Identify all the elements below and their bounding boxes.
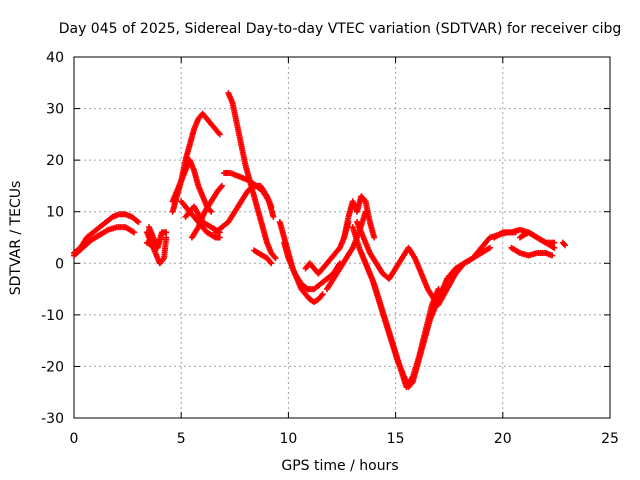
series-cross-b — [188, 182, 225, 241]
series-recover-17h — [435, 229, 519, 308]
data-point — [163, 229, 170, 236]
chart-title: Day 045 of 2025, Sidereal Day-to-day VTE… — [59, 21, 622, 37]
data-point — [163, 234, 170, 241]
y-tick-label: 0 — [55, 256, 64, 272]
series-end-23h — [559, 239, 568, 249]
data-point — [268, 260, 275, 267]
series-drop-10h-b — [281, 239, 343, 293]
data-point — [268, 203, 275, 210]
x-tick-label: 25 — [601, 431, 619, 447]
data-point — [218, 182, 225, 189]
series-drop-10h — [276, 219, 326, 305]
series-dip-4h — [143, 229, 170, 267]
series-dip-4h-b — [146, 224, 170, 251]
data-point — [270, 213, 277, 220]
data-point — [362, 208, 369, 215]
data-point — [486, 244, 493, 251]
series-recover-17h-b — [444, 244, 493, 282]
data-point — [135, 219, 142, 226]
series-spikes-13h — [341, 193, 378, 241]
data-point — [208, 208, 215, 215]
y-tick-label: -10 — [41, 308, 64, 324]
y-tick-label: -30 — [41, 411, 64, 427]
data-point — [216, 131, 223, 138]
y-tick-label: 10 — [46, 205, 64, 221]
grid — [74, 57, 610, 418]
y-tick-label: -20 — [41, 359, 64, 375]
data-point — [131, 229, 138, 236]
x-tick-label: 0 — [70, 431, 79, 447]
data-point — [551, 244, 558, 251]
data-point — [319, 291, 326, 298]
series-peak-7h — [225, 90, 279, 262]
data-point — [551, 239, 558, 246]
data-point — [216, 234, 223, 241]
y-tick-label: 30 — [46, 102, 64, 118]
series-early-b — [71, 224, 138, 259]
series-late-21h — [491, 226, 558, 251]
data-points — [71, 90, 568, 391]
data-point — [371, 234, 378, 241]
data-point — [560, 240, 567, 247]
data-point — [549, 252, 556, 259]
x-tick-label: 15 — [387, 431, 405, 447]
series-deep-15h-b — [358, 249, 442, 391]
x-tick-label: 5 — [177, 431, 186, 447]
plot-frame — [73, 56, 611, 419]
y-axis-label: SDTVAR / TECUs — [8, 181, 24, 296]
axis-ticks: 0 5 10 15 20 25 -30 -20 -10 0 10 20 30 40 — [41, 50, 619, 447]
data-point — [435, 286, 442, 293]
x-tick-label: 10 — [279, 431, 297, 447]
series-late-21h-b — [508, 244, 556, 259]
data-point — [272, 255, 279, 262]
y-tick-label: 20 — [46, 153, 64, 169]
series-tail-8h — [251, 247, 275, 267]
series-late-21h-c — [516, 229, 558, 246]
x-axis-label: GPS time / hours — [281, 458, 398, 474]
data-point — [561, 242, 568, 249]
series-rise-7h — [212, 182, 275, 236]
x-tick-label: 20 — [494, 431, 512, 447]
y-tick-label: 40 — [46, 50, 64, 66]
series-ramp-5h — [169, 157, 215, 215]
